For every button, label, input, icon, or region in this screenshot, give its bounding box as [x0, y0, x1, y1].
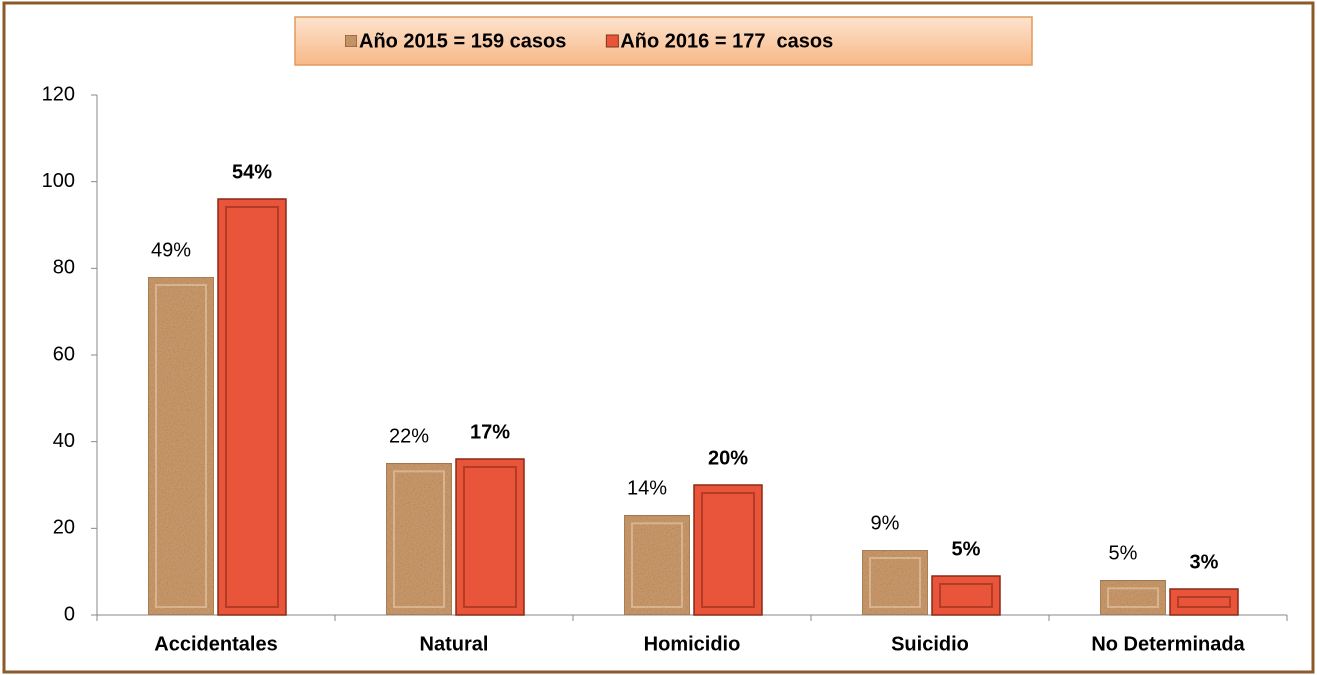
bar	[385, 462, 453, 616]
data-label: 5%	[952, 538, 981, 560]
y-tick-label: 60	[53, 343, 75, 365]
bar-bevel	[463, 466, 517, 608]
x-tick-label: No Determinada	[1091, 633, 1245, 655]
y-tick-label: 0	[64, 603, 75, 625]
y-tick-label: 40	[53, 430, 75, 452]
legend-label: Año 2015 = 159 casos	[359, 30, 566, 52]
y-tick-label: 80	[53, 257, 75, 279]
data-label: 5%	[1109, 543, 1138, 565]
x-tick-label: Suicidio	[891, 633, 969, 655]
bar	[217, 198, 287, 616]
bar	[147, 276, 215, 616]
bar	[931, 575, 1001, 616]
x-tick-label: Accidentales	[154, 633, 277, 655]
bar	[623, 514, 691, 616]
bar-bevel	[225, 206, 279, 608]
x-tick-label: Natural	[420, 633, 489, 655]
bar-bevel	[869, 557, 921, 608]
bar	[861, 549, 929, 616]
legend-box	[294, 16, 1033, 66]
data-label: 22%	[389, 426, 429, 448]
bar-bevel	[939, 583, 993, 608]
data-label: 14%	[627, 478, 667, 500]
legend-swatch	[344, 34, 358, 48]
legend-swatch	[605, 34, 619, 48]
bar	[693, 484, 763, 616]
bar-bevel	[701, 492, 755, 608]
data-label: 17%	[470, 421, 510, 443]
y-tick-label: 20	[53, 517, 75, 539]
bar-bevel	[1177, 596, 1231, 608]
bar	[455, 458, 525, 616]
y-tick-label: 100	[42, 170, 75, 192]
bar	[1169, 588, 1239, 616]
legend-label: Año 2016 = 177 casos	[620, 30, 833, 52]
bar-bevel	[631, 522, 683, 608]
bar-bevel	[155, 284, 207, 608]
data-label: 54%	[232, 161, 272, 183]
y-tick-label: 120	[42, 83, 75, 105]
data-label: 20%	[708, 447, 748, 469]
data-label: 3%	[1190, 551, 1219, 573]
bar-bevel	[1107, 587, 1159, 608]
data-label: 9%	[871, 512, 900, 534]
bar	[1099, 579, 1167, 616]
bar-bevel	[393, 470, 445, 609]
x-tick-label: Homicidio	[644, 633, 741, 655]
data-label: 49%	[151, 239, 191, 261]
